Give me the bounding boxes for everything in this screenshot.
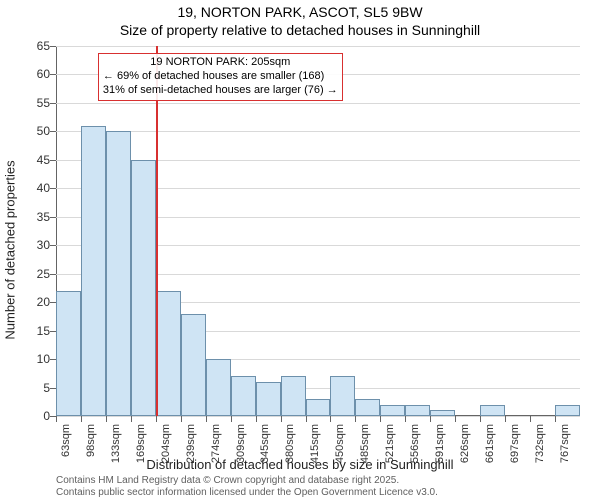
reference-line (156, 46, 158, 416)
histogram-bar (256, 382, 281, 416)
chart-title-line2: Size of property relative to detached ho… (0, 20, 600, 38)
chart-area: 0510152025303540455055606563sqm98sqm133s… (56, 46, 580, 416)
histogram-bar (480, 405, 505, 416)
x-tick (355, 416, 356, 422)
y-tick (50, 217, 56, 218)
histogram-bar (181, 314, 206, 416)
x-tick-label: 98sqm (85, 424, 97, 457)
y-tick-label: 15 (37, 324, 50, 338)
histogram-bar (405, 405, 430, 416)
x-tick (380, 416, 381, 422)
y-tick-label: 20 (37, 295, 50, 309)
x-tick (505, 416, 506, 422)
y-tick-label: 5 (43, 381, 50, 395)
y-tick (50, 131, 56, 132)
y-tick-label: 0 (43, 409, 50, 423)
x-tick (330, 416, 331, 422)
chart-title-line1: 19, NORTON PARK, ASCOT, SL5 9BW (0, 0, 600, 20)
x-tick (555, 416, 556, 422)
histogram-bar (355, 399, 380, 416)
y-tick (50, 274, 56, 275)
x-tick (281, 416, 282, 422)
y-tick-label: 55 (37, 96, 50, 110)
histogram-bar (56, 291, 81, 416)
footer-line1: Contains HM Land Registry data © Crown c… (56, 475, 438, 487)
annotation-line: 19 NORTON PARK: 205sqm (103, 56, 338, 70)
y-tick-label: 50 (37, 124, 50, 138)
y-tick (50, 245, 56, 246)
grid-line (56, 46, 580, 47)
x-tick (530, 416, 531, 422)
x-tick (455, 416, 456, 422)
y-tick-label: 65 (37, 39, 50, 53)
annotation-line: ← 69% of detached houses are smaller (16… (103, 70, 338, 84)
x-tick (430, 416, 431, 422)
y-tick-label: 25 (37, 267, 50, 281)
y-tick-label: 45 (37, 153, 50, 167)
grid-line (56, 416, 580, 417)
grid-line (56, 131, 580, 132)
x-tick-label: 63sqm (60, 424, 72, 457)
histogram-bar (156, 291, 181, 416)
histogram-bar (81, 126, 106, 416)
annotation-line: 31% of semi-detached houses are larger (… (103, 84, 338, 98)
x-tick (206, 416, 207, 422)
histogram-bar (281, 376, 306, 416)
y-tick-label: 60 (37, 67, 50, 81)
x-tick (131, 416, 132, 422)
x-axis-label: Distribution of detached houses by size … (0, 457, 600, 472)
histogram-bar (106, 131, 131, 416)
y-tick (50, 103, 56, 104)
y-tick (50, 46, 56, 47)
x-tick (306, 416, 307, 422)
x-tick (256, 416, 257, 422)
histogram-bar (430, 410, 455, 416)
chart-footer: Contains HM Land Registry data © Crown c… (56, 475, 438, 498)
y-axis-label: Number of detached properties (3, 160, 18, 339)
histogram-bar (330, 376, 355, 416)
footer-line2: Contains public sector information licen… (56, 487, 438, 499)
y-tick (50, 160, 56, 161)
y-tick-label: 40 (37, 181, 50, 195)
y-tick (50, 188, 56, 189)
histogram-bar (306, 399, 331, 416)
histogram-bar (206, 359, 231, 416)
y-tick-label: 35 (37, 210, 50, 224)
x-tick (405, 416, 406, 422)
histogram-bar (131, 160, 156, 416)
y-tick-label: 30 (37, 238, 50, 252)
x-tick (156, 416, 157, 422)
x-tick (81, 416, 82, 422)
x-tick (56, 416, 57, 422)
x-tick (231, 416, 232, 422)
annotation-box: 19 NORTON PARK: 205sqm← 69% of detached … (98, 53, 343, 100)
y-tick (50, 74, 56, 75)
histogram-bar (380, 405, 405, 416)
y-tick-label: 10 (37, 352, 50, 366)
x-tick (181, 416, 182, 422)
x-tick (106, 416, 107, 422)
grid-line (56, 103, 580, 104)
x-tick (480, 416, 481, 422)
histogram-bar (231, 376, 256, 416)
histogram-bar (555, 405, 580, 416)
plot-area: 0510152025303540455055606563sqm98sqm133s… (56, 46, 580, 416)
